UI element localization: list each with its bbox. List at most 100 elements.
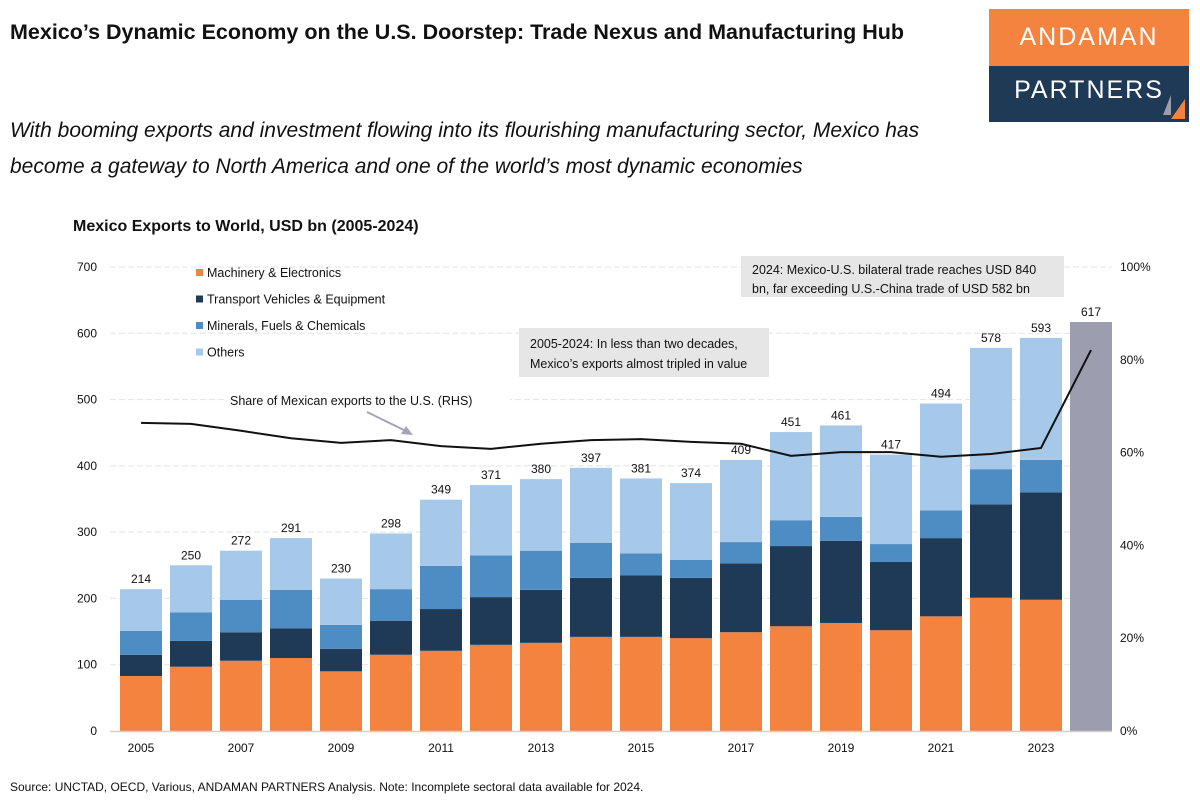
annotation-tripled: 2005-2024: In less than two decades, Mex… [519, 328, 769, 377]
total-label: 272 [231, 534, 251, 548]
bar-2019-segment [820, 425, 862, 517]
total-label: 417 [881, 438, 901, 452]
bar-2020-segment [870, 544, 912, 562]
bar-2024-total [1070, 322, 1112, 731]
legend-label: Minerals, Fuels & Chemicals [207, 319, 365, 333]
bar-2006-segment [170, 565, 212, 613]
bar-2022-segment [970, 597, 1012, 731]
andaman-partners-logo: ANDAMAN PARTNERS [989, 9, 1189, 122]
source-note: Source: UNCTAD, OECD, Various, ANDAMAN P… [10, 780, 644, 794]
x-tick-label: 2015 [628, 741, 655, 755]
bar-2018-segment [770, 626, 812, 731]
y2-tick-label: 60% [1120, 446, 1144, 460]
bar-2022-segment [970, 504, 1012, 598]
bar-2011-segment [420, 565, 462, 610]
y2-tick-label: 0% [1120, 724, 1138, 738]
bar-2009-segment [320, 624, 362, 649]
y2-tick-label: 80% [1120, 353, 1144, 367]
total-label: 374 [681, 466, 701, 480]
legend-label: Machinery & Electronics [207, 266, 341, 280]
bar-2013-segment [520, 479, 562, 551]
legend: Machinery & Electronics Transport Vehicle… [196, 266, 386, 360]
bar-2014-segment [570, 542, 612, 578]
x-tick-label: 2011 [428, 741, 454, 755]
legend-swatch [196, 348, 203, 356]
bar-2020-segment [870, 561, 912, 631]
annotation-bilateral-trade: 2024: Mexico-U.S. bilateral trade reache… [741, 256, 1064, 297]
bar-2006-segment [170, 640, 212, 667]
bar-2011-segment [420, 499, 462, 566]
bar-2023-segment [1020, 337, 1062, 460]
bar-2023-segment [1020, 492, 1062, 600]
page-title: Mexico’s Dynamic Economy on the U.S. Doo… [10, 20, 904, 44]
x-tick-label: 2009 [328, 741, 355, 755]
bar-2008-segment [270, 658, 312, 731]
total-label: 451 [781, 415, 801, 429]
page-subtitle: With booming exports and investment flow… [10, 119, 920, 178]
bar-2015-segment [620, 575, 662, 637]
arrow-icon [366, 411, 409, 433]
y2-tick-label: 20% [1120, 631, 1144, 645]
total-label: 230 [331, 562, 351, 576]
bar-2007-segment [220, 660, 262, 731]
bar-2018-segment [770, 520, 812, 547]
bar-2005-segment [120, 654, 162, 676]
bar-2023-segment [1020, 599, 1062, 731]
x-tick-label: 2021 [928, 741, 955, 755]
bar-2021-segment [920, 538, 962, 617]
total-label: 409 [731, 443, 751, 457]
legend-label: Transport Vehicles & Equipment [207, 293, 386, 307]
annotation-line: bn, far exceeding U.S.-China trade of US… [752, 282, 1030, 296]
total-label: 381 [631, 461, 651, 475]
y2-tick-label: 40% [1120, 538, 1144, 552]
bar-2014-segment [570, 467, 612, 543]
svg-text:Share of Mexican exports to th: Share of Mexican exports to the U.S. (RH… [230, 394, 472, 408]
bar-2017-segment [720, 542, 762, 564]
total-label: 578 [981, 331, 1001, 345]
bar-2017-segment [720, 632, 762, 731]
y-tick-label: 0 [90, 724, 97, 738]
bar-2021-segment [920, 616, 962, 731]
legend-swatch [196, 295, 203, 303]
y-tick-label: 300 [77, 525, 97, 539]
bar-2007-segment [220, 632, 262, 661]
bar-2022-segment [970, 347, 1012, 470]
bar-2013-segment [520, 642, 562, 731]
x-tick-label: 2007 [228, 741, 255, 755]
bar-2019-segment [820, 622, 862, 731]
bar-2019-segment [820, 516, 862, 541]
bar-2010-segment [370, 654, 412, 731]
logo-line2: PARTNERS [989, 66, 1189, 122]
bar-2010-segment [370, 533, 412, 590]
total-label: 494 [931, 387, 951, 401]
line-series-label: Share of Mexican exports to the U.S. (RH… [225, 391, 510, 435]
bar-2012-segment [470, 644, 512, 731]
share-to-us-line [140, 349, 1092, 458]
y-tick-label: 600 [77, 326, 97, 340]
bar-2014-segment [570, 577, 612, 637]
x-tick-label: 2005 [128, 741, 155, 755]
total-label: 250 [181, 548, 201, 562]
bar-2015-segment [620, 553, 662, 576]
total-label: 461 [831, 408, 851, 422]
total-label: 380 [531, 462, 551, 476]
logo-sail-icon [1163, 95, 1185, 119]
bar-2009-segment [320, 671, 362, 731]
bar-2007-segment [220, 550, 262, 600]
chart-title: Mexico Exports to World, USD bn (2005-20… [73, 218, 419, 235]
bar-2013-segment [520, 550, 562, 590]
legend-swatch [196, 269, 203, 276]
bar-2020-segment [870, 454, 912, 545]
x-tick-label: 2013 [528, 741, 555, 755]
bar-2016-segment [670, 559, 712, 578]
bar-2005-segment [120, 630, 162, 655]
bar-2023-segment [1020, 459, 1062, 493]
bar-2009-segment [320, 648, 362, 672]
bar-2012-segment [470, 597, 512, 645]
bar-2020-segment [870, 630, 912, 731]
bar-2006-segment [170, 612, 212, 641]
total-label: 397 [581, 451, 601, 465]
bar-2005-segment [120, 675, 162, 731]
total-label: 291 [281, 521, 301, 535]
